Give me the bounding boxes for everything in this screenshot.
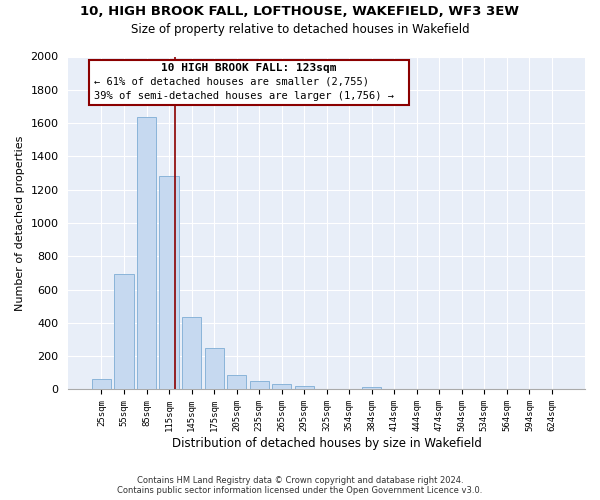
Bar <box>92 378 111 390</box>
Text: Contains HM Land Registry data © Crown copyright and database right 2024.
Contai: Contains HM Land Registry data © Crown c… <box>118 476 482 495</box>
Text: 10 HIGH BROOK FALL: 123sqm: 10 HIGH BROOK FALL: 123sqm <box>161 63 337 73</box>
Text: ← 61% of detached houses are smaller (2,755): ← 61% of detached houses are smaller (2,… <box>94 76 369 86</box>
FancyBboxPatch shape <box>89 60 409 105</box>
Bar <box>227 375 246 390</box>
Bar <box>250 381 269 390</box>
Bar <box>295 386 314 390</box>
Bar <box>137 118 156 390</box>
Bar <box>205 348 224 390</box>
Text: 10, HIGH BROOK FALL, LOFTHOUSE, WAKEFIELD, WF3 3EW: 10, HIGH BROOK FALL, LOFTHOUSE, WAKEFIEL… <box>80 5 520 18</box>
Text: 39% of semi-detached houses are larger (1,756) →: 39% of semi-detached houses are larger (… <box>94 92 394 102</box>
Bar <box>272 384 291 390</box>
Bar <box>160 176 179 390</box>
Bar <box>362 387 382 390</box>
Y-axis label: Number of detached properties: Number of detached properties <box>15 136 25 310</box>
Text: Size of property relative to detached houses in Wakefield: Size of property relative to detached ho… <box>131 22 469 36</box>
Bar <box>182 317 201 390</box>
X-axis label: Distribution of detached houses by size in Wakefield: Distribution of detached houses by size … <box>172 437 482 450</box>
Bar <box>115 274 134 390</box>
